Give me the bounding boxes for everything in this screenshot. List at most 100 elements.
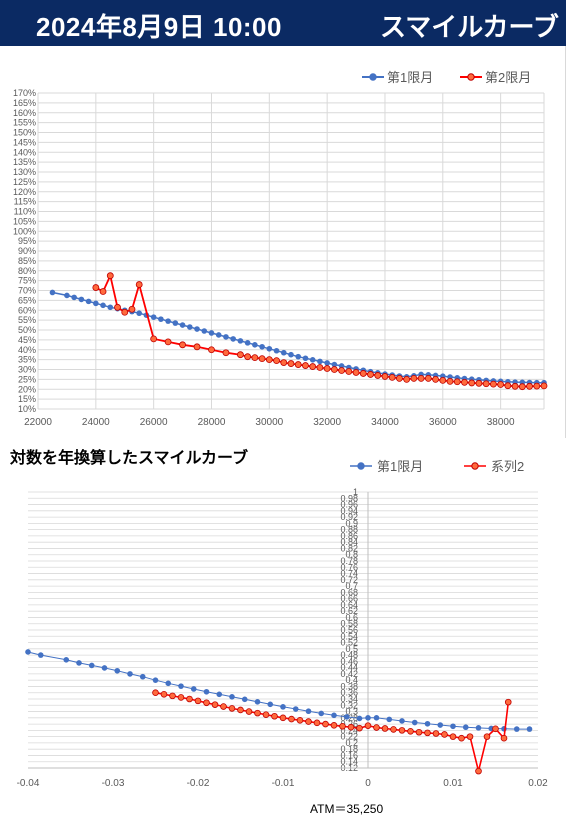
chart2-series1-point <box>127 671 133 677</box>
chart1-series1-point <box>93 300 99 307</box>
chart1-series2-point <box>432 375 439 383</box>
chart2-y-tick-label: 0.66 <box>340 594 358 604</box>
chart2-y-tick-label: 0.48 <box>340 650 358 660</box>
chart2-series2-point <box>466 733 474 740</box>
chart2-series2-point <box>160 690 168 698</box>
chart2-y-tick-label: 0.56 <box>340 625 358 635</box>
chart1-series1-point <box>179 322 186 328</box>
chart1-series2-point <box>410 374 418 382</box>
chart1-y-tick-label: 135% <box>13 157 36 167</box>
chart1-series2-point <box>439 376 447 384</box>
chart2-y-tick-label: 0.82 <box>340 543 358 553</box>
chart1-series2-point <box>482 380 490 388</box>
chart1-series2-point <box>135 281 143 288</box>
chart2-series2-point <box>356 724 363 732</box>
chart1-series2-point <box>128 305 136 313</box>
chart1-series2-point <box>540 382 548 390</box>
chart1-series1-point <box>338 363 345 369</box>
chart1-y-tick-label: 95% <box>18 236 36 246</box>
chart1-series2-point <box>417 374 425 382</box>
chart1-series2-point <box>294 361 302 368</box>
chart1-y-tick-label: 160% <box>13 108 36 118</box>
chart2-series1-point <box>450 723 456 730</box>
chart1-series2-point <box>280 359 288 366</box>
chart1-y-tick-label: 165% <box>13 98 36 108</box>
chart1-series1-point <box>187 324 193 330</box>
chart2-y-tick-label: 0.8 <box>345 550 358 560</box>
chart1-series1-point <box>317 358 323 365</box>
chart2-series1-point <box>25 649 31 655</box>
chart2-y-tick-label: 0.46 <box>340 656 358 666</box>
chart2-x-tick-label: -0.03 <box>102 778 125 789</box>
chart1-series1-point <box>252 342 258 348</box>
chart1-series2-point <box>468 379 476 387</box>
chart2-series1-point <box>475 725 482 731</box>
chart2-series1-point <box>365 715 371 721</box>
chart2-series1-point <box>190 686 197 692</box>
chart2-legend-marker-1 <box>357 462 365 470</box>
chart1-series2-point <box>179 341 186 349</box>
chart2-series2-point <box>381 725 389 732</box>
chart2-series2-point <box>152 689 159 697</box>
chart2-series1-point <box>399 718 405 724</box>
chart2-series2-point <box>449 733 457 740</box>
chart2-series2-point <box>296 717 304 724</box>
chart1-y-tick-label: 30% <box>18 365 36 375</box>
chart2-series2-point <box>347 723 355 731</box>
chart1-series2-point <box>345 368 353 375</box>
chart2-series2-point <box>271 712 278 720</box>
chart1-series2-point <box>251 354 259 362</box>
chart2-y-tick-label: 0.86 <box>340 531 358 541</box>
chart1-series2-point <box>164 338 172 346</box>
chart1-series2-point <box>236 351 244 359</box>
chart1-svg: 10%15%20%25%30%35%40%45%50%55%60%65%70%7… <box>13 70 548 428</box>
chart1-y-tick-label: 120% <box>13 187 36 197</box>
chart2-series2-point <box>330 722 338 729</box>
chart1-series2-point <box>475 379 483 387</box>
chart2-y-tick-label: 0.2 <box>345 738 358 748</box>
chart2-y-tick-label: 0.96 <box>340 500 358 510</box>
chart1-series1-point <box>280 349 287 356</box>
chart1-series1-point <box>107 304 114 311</box>
chart1-x-tick-label: 24000 <box>82 417 110 428</box>
chart2-y-tick-label: 0.5 <box>345 644 358 654</box>
chart2-series1-point <box>462 724 469 731</box>
chart1-y-tick-label: 70% <box>18 286 36 296</box>
chart2-y-tick-label: 0.14 <box>340 757 358 767</box>
chart1-series2-point <box>265 356 273 364</box>
chart2-y-tick-label: 0.54 <box>340 631 358 641</box>
chart1-series2-point <box>323 365 331 372</box>
chart2-y-tick-label: 0.4 <box>345 675 358 685</box>
chart1-series1-point <box>136 310 142 317</box>
chart1-series2-point <box>396 374 403 382</box>
chart1-y-tick-label: 125% <box>13 177 36 187</box>
chart1-x-tick-label: 26000 <box>140 417 168 428</box>
chart2-series1-point <box>331 712 337 719</box>
chart1-y-tick-label: 140% <box>13 147 36 157</box>
chart2-y-tick-label: 0.6 <box>345 612 358 622</box>
chart1-series2-point <box>518 383 526 391</box>
chart1-y-tick-label: 110% <box>14 207 36 217</box>
chart1-series1-point <box>100 302 106 309</box>
chart2-y-tick-label: 0.74 <box>340 569 358 579</box>
chart1-series1-point <box>172 320 179 326</box>
chart2-y-tick-label: 0.64 <box>340 600 358 610</box>
chart2-y-tick-label: 0.58 <box>340 619 358 629</box>
chart2-series2-point <box>237 706 244 714</box>
chart2-series2-point <box>313 719 321 727</box>
chart2-y-tick-label: 0.44 <box>340 663 358 673</box>
chart2-series1-point <box>437 722 444 728</box>
chart2-series2-point <box>254 709 261 717</box>
chart2-legend-marker-2 <box>471 462 479 470</box>
chart2-y-tick-label: 0.94 <box>340 506 358 516</box>
chart1-series2-point <box>381 373 389 380</box>
chart2-y-tick-label: 1 <box>353 487 358 497</box>
chart1-series2-point <box>330 366 338 373</box>
chart1-series1-point <box>266 345 273 352</box>
chart1-series2-point <box>193 343 201 351</box>
chart1-series2-point <box>92 284 100 291</box>
chart2-series1-point <box>424 720 431 727</box>
chart1-y-tick-label: 55% <box>18 315 36 325</box>
chart1-series1-point <box>230 336 236 342</box>
chart2-x-tick-label: 0.01 <box>443 778 463 789</box>
